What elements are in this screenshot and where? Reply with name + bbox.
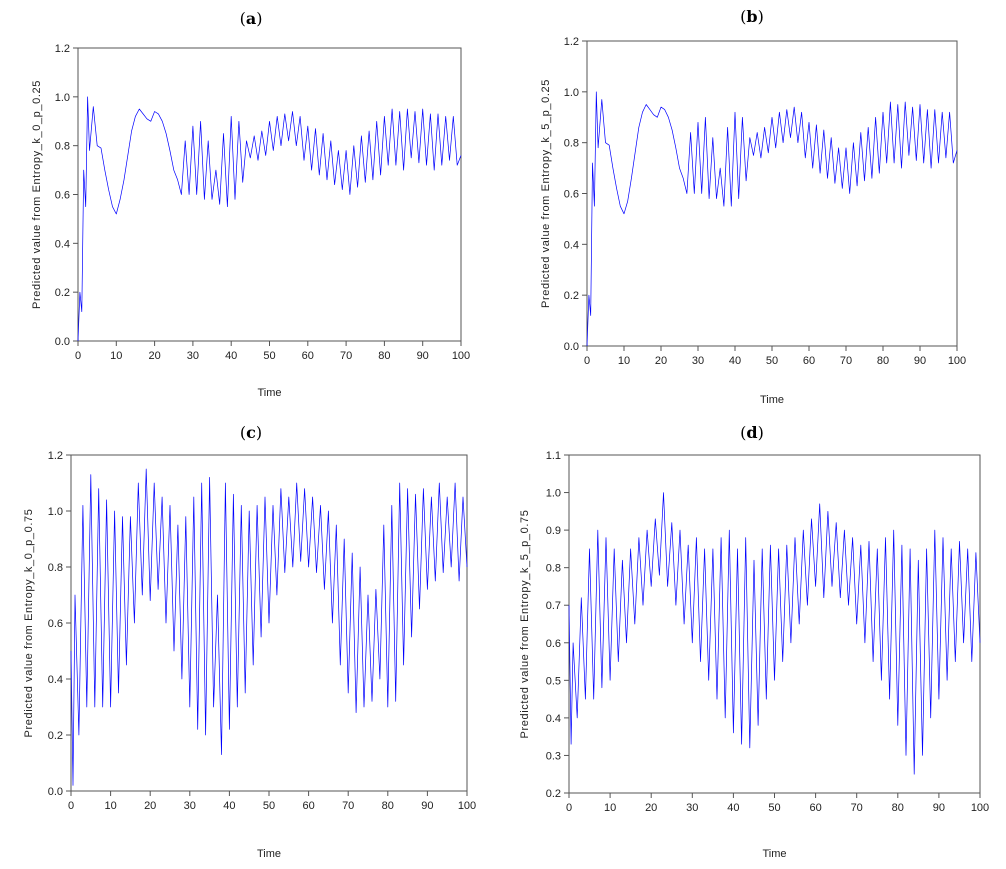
y-tick-label: 1.2 (48, 450, 63, 462)
chart-panel-a: (a) 0 10 20 30 40 50 60 70 80 90 100 0.0 0.2 0.4 0.6 0.8… (31, 9, 470, 399)
x-tick-label: 90 (933, 802, 945, 814)
panel-title: (b) (740, 7, 764, 26)
y-tick-label: 0.4 (564, 239, 579, 251)
panel-title: (a) (240, 9, 263, 28)
x-tick-label: 50 (766, 355, 778, 367)
y-tick-label: 0.0 (48, 786, 63, 798)
x-tick-label: 0 (566, 802, 572, 814)
y-tick-label: 1.0 (48, 506, 63, 518)
plot-frame (77, 47, 462, 342)
x-tick-label: 30 (692, 355, 704, 367)
y-tick-label: 0.0 (55, 336, 70, 348)
y-tick-label: 0.6 (546, 638, 561, 650)
x-tick-label: 70 (340, 350, 352, 362)
x-tick-label: 40 (727, 802, 739, 814)
y-tick-label: 0.4 (55, 238, 70, 250)
x-tick-label: 30 (686, 802, 698, 814)
y-tick-label: 1.2 (55, 43, 70, 55)
y-axis-label: Predicted value from Entropy_k_0_p_0.75 (23, 509, 35, 738)
y-tick-label: 0.3 (546, 750, 561, 762)
y-tick-label: 0.2 (564, 290, 579, 302)
y-tick-label: 0.0 (564, 341, 579, 353)
x-tick-label: 60 (302, 350, 314, 362)
panel-title: (c) (240, 423, 262, 442)
x-tick-label: 30 (184, 800, 196, 812)
x-tick-label: 60 (809, 802, 821, 814)
series-line (568, 492, 981, 775)
x-tick-label: 50 (263, 350, 275, 362)
y-tick-label: 0.8 (48, 562, 63, 574)
x-tick-label: 80 (378, 350, 390, 362)
y-tick-label: 0.2 (55, 287, 70, 299)
y-tick-label: 0.8 (546, 563, 561, 575)
y-tick-label: 0.2 (48, 730, 63, 742)
y-tick-label: 0.6 (564, 189, 579, 201)
x-axis-label: Time (257, 848, 281, 860)
x-tick-label: 0 (584, 355, 590, 367)
x-tick-label: 70 (851, 802, 863, 814)
y-tick-label: 0.9 (546, 525, 561, 537)
y-tick-label: 1.1 (546, 450, 561, 462)
x-tick-label: 40 (729, 355, 741, 367)
series-line (70, 468, 468, 786)
y-tick-label: 1.0 (55, 92, 70, 104)
x-tick-label: 40 (225, 350, 237, 362)
y-tick-label: 0.6 (55, 190, 70, 202)
y-axis-label: Predicted value from Entropy_k_0_p_0.25 (31, 80, 43, 309)
x-tick-label: 70 (342, 800, 354, 812)
x-tick-label: 10 (618, 355, 630, 367)
x-tick-label: 70 (840, 355, 852, 367)
chart-panel-b: (b) 0 10 20 30 40 50 60 70 80 90 100 0.0 0.2 0.4 0.6 0.8… (540, 7, 966, 406)
x-tick-label: 10 (104, 800, 116, 812)
x-tick-label: 20 (655, 355, 667, 367)
x-tick-label: 80 (877, 355, 889, 367)
x-tick-label: 10 (110, 350, 122, 362)
x-tick-label: 20 (144, 800, 156, 812)
x-tick-label: 100 (452, 350, 470, 362)
x-tick-label: 90 (421, 800, 433, 812)
x-tick-label: 40 (223, 800, 235, 812)
x-tick-label: 60 (803, 355, 815, 367)
x-tick-label: 90 (914, 355, 926, 367)
x-tick-label: 90 (417, 350, 429, 362)
y-tick-label: 0.5 (546, 675, 561, 687)
x-tick-label: 80 (892, 802, 904, 814)
x-tick-label: 100 (458, 800, 476, 812)
x-tick-label: 100 (948, 355, 966, 367)
y-tick-label: 0.4 (546, 713, 561, 725)
plot-frame (586, 40, 958, 347)
x-tick-label: 10 (604, 802, 616, 814)
x-tick-label: 100 (971, 802, 989, 814)
chart-panel-d: (d) 0 10 20 30 40 50 60 70 80 90 100 0.2 0.3 0.4 0.5 0.6… (519, 423, 989, 860)
y-tick-label: 0.8 (55, 141, 70, 153)
x-axis-label: Time (762, 848, 786, 860)
x-tick-label: 60 (302, 800, 314, 812)
x-tick-label: 20 (645, 802, 657, 814)
x-tick-label: 30 (187, 350, 199, 362)
x-tick-label: 50 (263, 800, 275, 812)
y-tick-label: 1.0 (546, 488, 561, 500)
y-tick-label: 0.7 (546, 600, 561, 612)
y-tick-label: 1.0 (564, 87, 579, 99)
y-tick-label: 1.2 (564, 36, 579, 48)
y-tick-label: 0.8 (564, 138, 579, 150)
x-axis-label: Time (257, 387, 281, 399)
x-tick-label: 0 (75, 350, 81, 362)
y-tick-label: 0.2 (546, 788, 561, 800)
x-tick-label: 20 (148, 350, 160, 362)
plot-frame (568, 454, 981, 794)
x-axis-label: Time (760, 394, 784, 406)
y-axis-label: Predicted value from Entropy_k_5_p_0.25 (540, 79, 552, 308)
series-line (77, 96, 462, 342)
chart-panel-c: (c) 0 10 20 30 40 50 60 70 80 90 100 0.0 0.2 0.4 0.6 0.8… (23, 423, 476, 860)
y-tick-label: 0.4 (48, 674, 63, 686)
x-tick-label: 0 (68, 800, 74, 812)
y-tick-label: 0.6 (48, 618, 63, 630)
x-tick-label: 50 (768, 802, 780, 814)
series-line (586, 91, 958, 347)
y-axis-label: Predicted value from Entropy_k_5_p_0.75 (519, 510, 531, 739)
panel-title: (d) (740, 423, 764, 442)
x-tick-label: 80 (382, 800, 394, 812)
